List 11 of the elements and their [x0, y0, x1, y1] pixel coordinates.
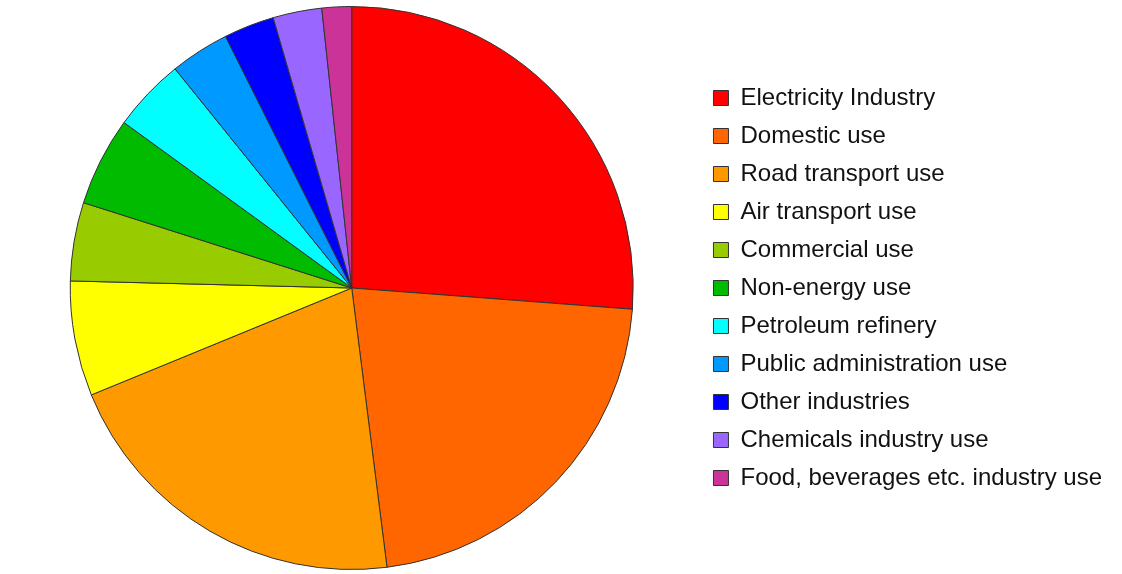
- legend-label: Road transport use: [740, 158, 945, 186]
- legend-label: Chemicals industry use: [740, 424, 989, 452]
- legend-label: Petroleum refinery: [740, 310, 937, 338]
- legend-label: Air transport use: [740, 196, 917, 224]
- legend-label: Domestic use: [740, 120, 886, 148]
- legend-label: Commercial use: [740, 234, 914, 262]
- legend-label: Electricity Industry: [740, 82, 936, 110]
- legend-label: Public administration use: [740, 348, 1008, 376]
- legend-label: Food, beverages etc. industry use: [740, 462, 1103, 490]
- legend-label: Other industries: [740, 386, 910, 414]
- legend-label: Non-energy use: [740, 272, 912, 300]
